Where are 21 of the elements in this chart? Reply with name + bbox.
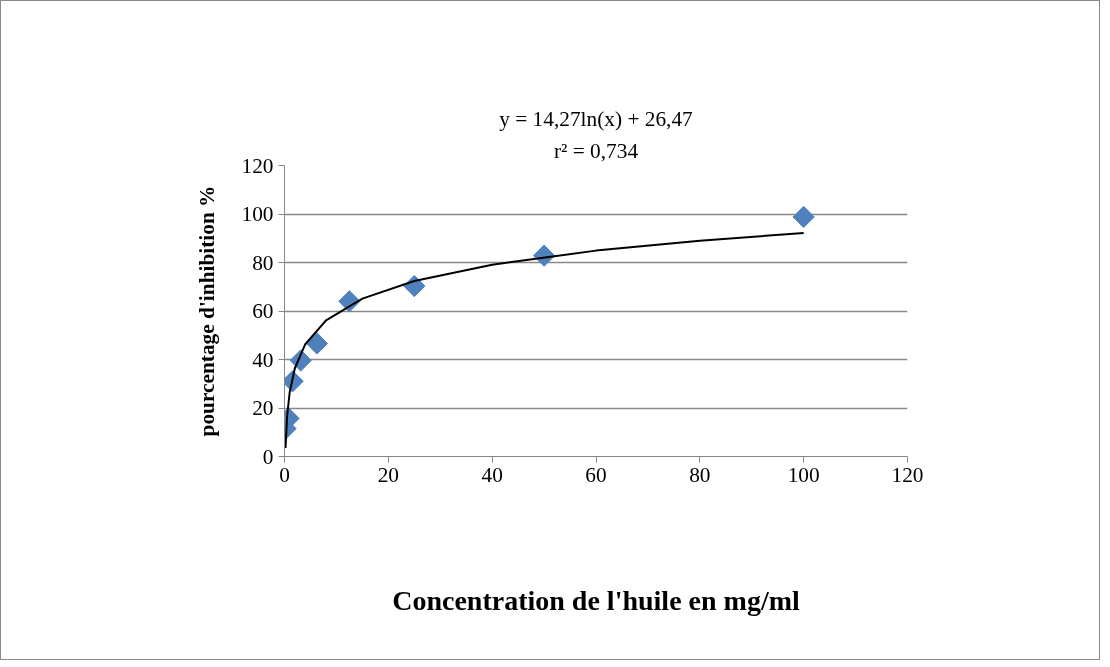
y-tick-label: 100: [241, 202, 274, 226]
y-tick-label: 20: [252, 396, 274, 420]
x-tick-label: 40: [481, 462, 503, 487]
y-tick-label: 40: [252, 347, 274, 372]
point: [792, 205, 815, 229]
text: y = 14,27ln(x) + 26,47: [499, 106, 694, 131]
y-tick-label: 60: [252, 299, 274, 323]
text: r² = 0,734: [553, 138, 639, 163]
y-tick-label: 0: [262, 444, 274, 469]
x-axis-title: Concentration de l'huile en mg/ml: [392, 584, 800, 616]
x-tick-label: 120: [891, 462, 924, 487]
x-tick-label: 20: [377, 462, 399, 487]
x-tick-label: 60: [585, 462, 607, 487]
y-tick-label: 80: [252, 250, 274, 275]
y-tick-label: 120: [241, 153, 274, 178]
line-series: [284, 231, 805, 450]
point: [305, 332, 329, 355]
x-tick-label: 80: [689, 462, 711, 487]
x-tick-label: 0: [279, 462, 290, 487]
y-axis-title: pourcentage d'inhibition %: [194, 185, 219, 437]
x-tick-label: 100: [787, 462, 820, 487]
